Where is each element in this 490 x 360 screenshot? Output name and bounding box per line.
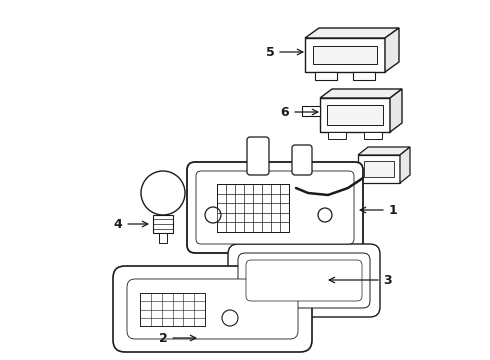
Polygon shape bbox=[364, 132, 382, 139]
Circle shape bbox=[222, 310, 238, 326]
Bar bbox=[153, 215, 173, 233]
FancyBboxPatch shape bbox=[127, 279, 298, 339]
Polygon shape bbox=[353, 72, 375, 80]
FancyBboxPatch shape bbox=[247, 137, 269, 175]
FancyBboxPatch shape bbox=[196, 171, 354, 244]
Polygon shape bbox=[302, 106, 320, 116]
Polygon shape bbox=[315, 72, 337, 80]
FancyBboxPatch shape bbox=[292, 145, 312, 175]
Text: 4: 4 bbox=[114, 217, 148, 230]
Polygon shape bbox=[320, 89, 402, 98]
Polygon shape bbox=[390, 89, 402, 132]
Polygon shape bbox=[400, 147, 410, 183]
Polygon shape bbox=[358, 147, 410, 155]
Text: 5: 5 bbox=[266, 45, 303, 59]
FancyBboxPatch shape bbox=[113, 266, 312, 352]
Polygon shape bbox=[305, 38, 385, 72]
Circle shape bbox=[141, 171, 185, 215]
Bar bbox=[217, 184, 289, 232]
Text: 2: 2 bbox=[159, 332, 196, 345]
Polygon shape bbox=[385, 28, 399, 72]
Polygon shape bbox=[328, 132, 346, 139]
Polygon shape bbox=[305, 28, 399, 38]
Polygon shape bbox=[320, 98, 390, 132]
Text: 1: 1 bbox=[360, 203, 397, 216]
Polygon shape bbox=[313, 46, 377, 64]
Polygon shape bbox=[364, 161, 394, 177]
Circle shape bbox=[318, 208, 332, 222]
Bar bbox=[140, 293, 205, 326]
Polygon shape bbox=[327, 105, 383, 125]
FancyBboxPatch shape bbox=[238, 253, 370, 308]
Polygon shape bbox=[358, 155, 400, 183]
FancyBboxPatch shape bbox=[228, 244, 380, 317]
FancyBboxPatch shape bbox=[246, 260, 362, 301]
Circle shape bbox=[205, 207, 221, 223]
Text: 3: 3 bbox=[329, 274, 392, 287]
Text: 6: 6 bbox=[281, 105, 318, 118]
Bar bbox=[159, 233, 167, 243]
FancyBboxPatch shape bbox=[187, 162, 363, 253]
